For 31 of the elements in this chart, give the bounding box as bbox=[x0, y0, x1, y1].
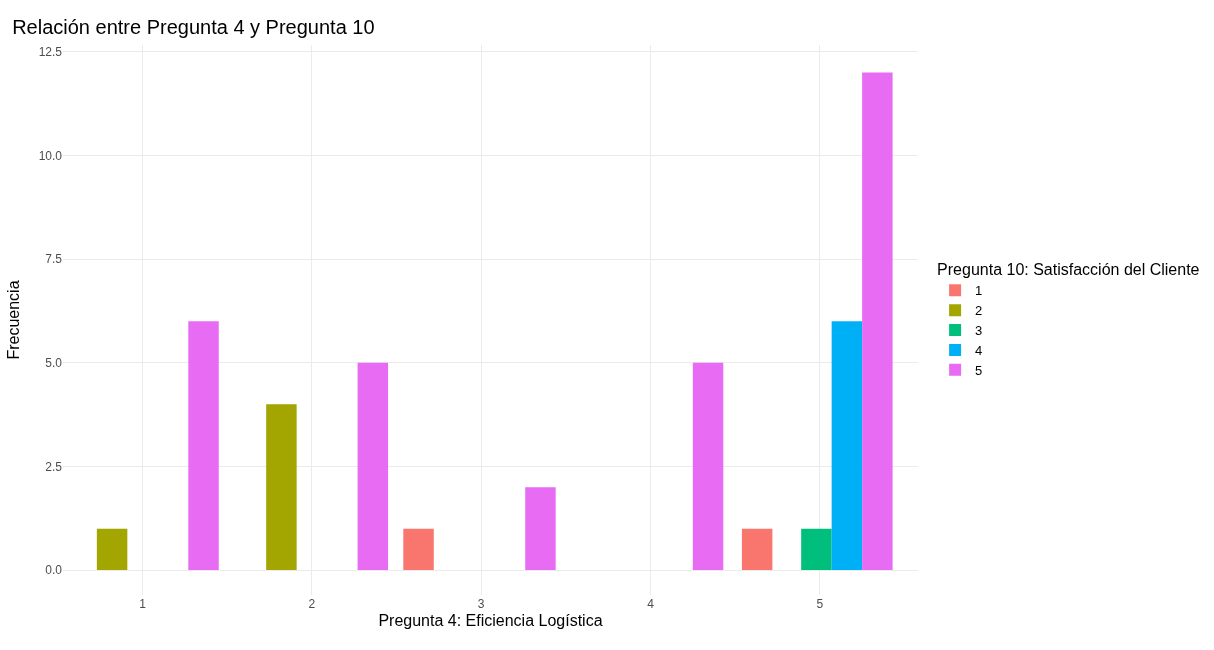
y-tick-label: 12.5 bbox=[38, 44, 63, 59]
x-tick-label: 4 bbox=[647, 597, 655, 611]
x-tick-label: 2 bbox=[308, 597, 316, 611]
bar bbox=[357, 362, 389, 571]
bar bbox=[801, 528, 832, 571]
legend-label: 4 bbox=[975, 343, 983, 359]
x-tick-label: 3 bbox=[477, 597, 485, 611]
y-tick-label: 5.0 bbox=[45, 355, 63, 370]
x-tick-label: 5 bbox=[816, 597, 824, 611]
legend-label: 3 bbox=[975, 323, 983, 339]
bar bbox=[692, 362, 724, 571]
y-tick-label: 0.0 bbox=[45, 563, 63, 578]
bar bbox=[862, 72, 893, 571]
y-tick-label: 7.5 bbox=[45, 252, 63, 267]
legend-label: 1 bbox=[975, 283, 983, 299]
bar bbox=[188, 321, 219, 571]
chart-title: Relación entre Pregunta 4 y Pregunta 10 bbox=[12, 15, 375, 38]
y-axis-title: Frecuencia bbox=[4, 280, 22, 360]
y-tick-label: 10.0 bbox=[38, 148, 63, 163]
legend-label: 5 bbox=[975, 362, 983, 378]
bar bbox=[266, 404, 297, 571]
legend-label: 2 bbox=[975, 303, 983, 319]
bar bbox=[403, 528, 434, 571]
y-tick-label: 2.5 bbox=[45, 459, 63, 474]
x-axis-title: Pregunta 4: Eficiencia Logística bbox=[378, 611, 603, 629]
bar bbox=[525, 487, 556, 571]
bar bbox=[741, 528, 773, 571]
bar bbox=[831, 321, 863, 571]
bar bbox=[96, 528, 128, 571]
legend-title: Pregunta 10: Satisfacción del Cliente bbox=[937, 261, 1200, 279]
x-tick-label: 1 bbox=[139, 597, 147, 611]
